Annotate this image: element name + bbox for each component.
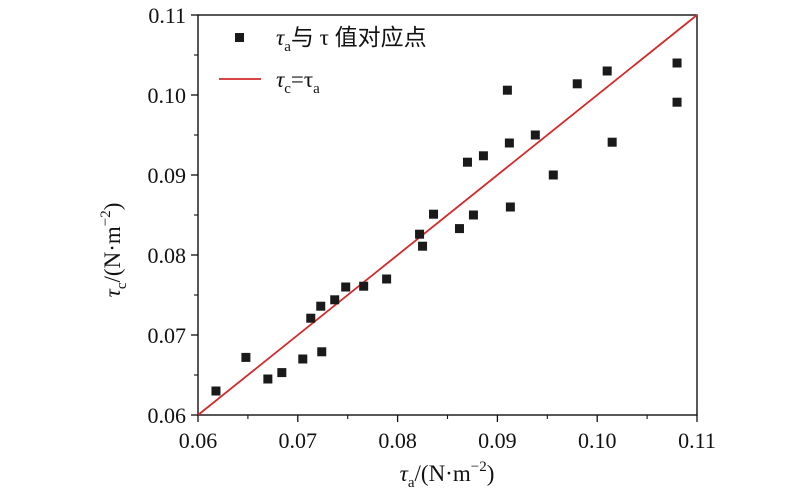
data-point — [415, 229, 425, 239]
y-axis-label: τc/(N·m−2) — [98, 203, 130, 298]
data-point — [505, 202, 515, 212]
legend-marker-square — [235, 33, 244, 42]
y-tick-label: 0.06 — [148, 403, 187, 428]
data-point — [317, 347, 327, 357]
data-point — [241, 352, 251, 362]
x-axis-label: τa/(N·m−2) — [400, 459, 495, 491]
data-point — [277, 368, 287, 378]
x-tick-label: 0.06 — [179, 428, 218, 453]
data-point — [468, 210, 478, 220]
legend-label-line: τc=τa — [276, 67, 320, 97]
y-tick-label: 0.08 — [148, 243, 187, 268]
data-point — [263, 374, 273, 384]
data-point — [548, 170, 558, 180]
ticks-layer: 0.06 0.07 0.08 0.09 0.10 0.11 0.06 0.07 0.08 0.09… — [148, 3, 716, 453]
data-point — [359, 281, 369, 291]
data-point — [572, 79, 582, 89]
data-point — [672, 97, 682, 107]
x-tick-label: 0.11 — [678, 428, 716, 453]
reference-line-layer — [197, 14, 698, 416]
data-point — [504, 138, 514, 148]
data-point — [382, 274, 392, 284]
x-tick-label: 0.07 — [279, 428, 318, 453]
data-point — [478, 151, 488, 161]
reference-line — [197, 14, 698, 416]
data-point — [306, 313, 316, 323]
y-tick-label: 0.11 — [148, 3, 186, 28]
legend: τa与 τ 值对应点 τc=τa — [219, 25, 427, 97]
data-point — [502, 85, 512, 95]
data-point — [330, 295, 340, 305]
data-point — [316, 301, 326, 311]
data-point — [530, 130, 540, 140]
y-tick-label: 0.09 — [148, 163, 187, 188]
x-tick-label: 0.09 — [478, 428, 517, 453]
data-point — [298, 354, 308, 364]
data-point — [607, 137, 617, 147]
data-point — [211, 386, 221, 396]
data-point — [418, 241, 428, 251]
data-point — [672, 58, 682, 68]
data-point — [462, 157, 472, 167]
data-point — [429, 209, 439, 219]
data-point — [454, 224, 464, 234]
x-tick-label: 0.10 — [578, 428, 617, 453]
points-layer — [211, 58, 682, 396]
data-point — [602, 66, 612, 76]
y-tick-label: 0.07 — [148, 323, 187, 348]
legend-label-points: τa与 τ 值对应点 — [276, 25, 427, 55]
data-point — [341, 282, 351, 292]
y-tick-label: 0.10 — [148, 83, 187, 108]
x-tick-label: 0.08 — [378, 428, 417, 453]
